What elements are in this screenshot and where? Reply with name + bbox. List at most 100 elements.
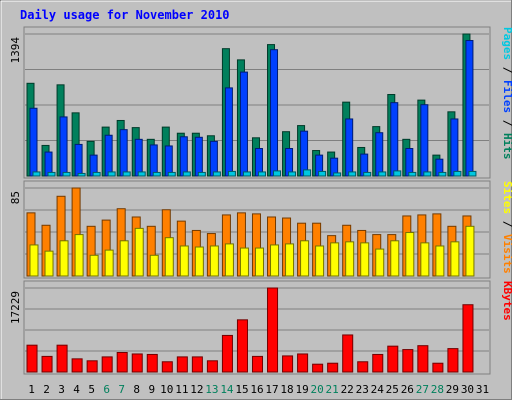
x-tick-label-day-29: 29: [446, 383, 459, 396]
bar-kbytes-day-22: [342, 334, 354, 373]
bar-sites-day-8: [134, 227, 144, 277]
bar-pages-day-23: [363, 171, 372, 177]
bar-files-day-27: [420, 104, 429, 177]
x-tick-label-day-14: 14: [220, 383, 234, 396]
bar-kbytes-day-14: [221, 334, 233, 373]
x-tick-label-day-10: 10: [160, 383, 173, 396]
panel-legend: KBytes: [501, 281, 512, 321]
bar-kbytes-day-29: [447, 348, 459, 373]
bar-kbytes-day-21: [327, 362, 339, 373]
bar-kbytes-day-17: [267, 287, 279, 373]
bar-pages-day-4: [77, 172, 86, 177]
bar-files-day-14: [224, 87, 233, 177]
bar-kbytes-day-18: [282, 355, 294, 373]
bar-sites-day-25: [390, 240, 400, 277]
bar-kbytes-day-10: [161, 361, 173, 373]
bar-kbytes-day-13: [206, 360, 218, 373]
bar-files-day-25: [390, 102, 399, 177]
x-tick-label-day-4: 4: [73, 383, 80, 396]
x-tick-label-day-30: 30: [461, 383, 474, 396]
bar-pages-day-8: [137, 171, 146, 177]
bar-sites-day-22: [345, 241, 355, 277]
bar-sites-day-27: [420, 242, 430, 277]
bar-kbytes-day-24: [372, 353, 384, 373]
bar-pages-day-13: [212, 171, 221, 177]
bar-pages-day-7: [122, 171, 131, 177]
bar-sites-day-11: [179, 245, 189, 277]
bar-sites-day-26: [405, 232, 415, 277]
bar-sites-day-30: [465, 225, 475, 277]
panel-hits-files-pages: 1394 Pages / Files / Hits: [9, 26, 512, 179]
legend-separator: /: [501, 60, 512, 80]
x-tick-label-day-23: 23: [356, 383, 369, 396]
bar-pages-day-10: [167, 171, 176, 177]
x-tick-label-day-20: 20: [311, 383, 324, 396]
bar-sites-day-5: [89, 254, 99, 277]
bar-pages-day-24: [378, 171, 387, 177]
bar-kbytes-day-5: [86, 360, 98, 373]
bar-sites-day-14: [224, 243, 234, 277]
bar-kbytes-day-1: [26, 344, 38, 373]
bar-pages-day-29: [453, 170, 462, 177]
bar-kbytes-day-25: [387, 345, 399, 373]
x-tick-label-day-25: 25: [386, 383, 399, 396]
bar-files-day-10: [164, 145, 173, 177]
panel-legend: Sites / Visits: [501, 181, 512, 274]
bar-files-day-12: [194, 136, 203, 177]
bar-pages-day-21: [333, 172, 342, 177]
y-max-label: 1394: [9, 37, 22, 64]
bar-sites-day-3: [59, 240, 69, 277]
x-tick-label-day-16: 16: [250, 383, 263, 396]
bar-kbytes-day-27: [417, 345, 429, 373]
bar-files-day-9: [149, 144, 158, 177]
bar-pages-day-2: [47, 171, 56, 177]
bar-pages-day-30: [468, 170, 477, 177]
bar-sites-day-23: [360, 242, 370, 277]
bar-kbytes-day-28: [432, 362, 444, 373]
bar-kbytes-day-19: [297, 353, 309, 373]
bar-pages-day-11: [182, 171, 191, 177]
bar-pages-day-20: [318, 170, 327, 177]
series-pages: [32, 169, 477, 177]
bar-pages-day-15: [242, 171, 251, 177]
bar-files-day-3: [59, 116, 68, 177]
bar-files-day-6: [104, 134, 113, 177]
bar-files-day-29: [450, 118, 459, 177]
bar-sites-day-10: [164, 237, 174, 277]
legend-hits: Hits: [501, 133, 512, 160]
bar-kbytes-day-3: [56, 344, 68, 373]
bar-kbytes-day-11: [176, 356, 188, 373]
bar-kbytes-day-4: [71, 358, 83, 373]
bar-sites-day-21: [330, 242, 340, 277]
bar-files-day-22: [345, 118, 354, 177]
bar-pages-day-27: [423, 171, 432, 177]
bar-sites-day-16: [254, 247, 264, 277]
bar-kbytes-day-12: [191, 356, 203, 373]
bar-pages-day-12: [197, 171, 206, 177]
x-tick-label-day-15: 15: [235, 383, 248, 396]
x-tick-label-day-22: 22: [341, 383, 354, 396]
x-tick-label-day-1: 1: [28, 383, 35, 396]
x-tick-label-day-13: 13: [205, 383, 218, 396]
bar-files-day-11: [179, 136, 188, 177]
bar-pages-day-17: [273, 170, 282, 177]
bar-kbytes-day-16: [251, 355, 264, 373]
x-tick-label-day-7: 7: [118, 383, 125, 396]
x-tick-label-day-24: 24: [371, 383, 385, 396]
bar-sites-day-17: [270, 244, 280, 277]
bar-pages-day-5: [92, 171, 101, 177]
bar-files-day-13: [209, 140, 218, 177]
legend-kbytes: KBytes: [501, 281, 512, 321]
x-tick-label-day-26: 26: [401, 383, 414, 396]
bar-pages-day-18: [288, 171, 297, 177]
x-tick-label-day-2: 2: [43, 383, 50, 396]
legend-separator: /: [501, 113, 512, 133]
bar-sites-day-12: [194, 246, 204, 277]
bar-sites-day-28: [435, 245, 445, 277]
bar-sites-day-20: [315, 245, 325, 277]
bar-kbytes-day-7: [116, 352, 128, 373]
bar-sites-day-29: [450, 241, 460, 277]
bar-sites-day-6: [104, 249, 114, 277]
bar-pages-day-28: [438, 171, 447, 177]
bar-sites-day-2: [44, 250, 54, 277]
